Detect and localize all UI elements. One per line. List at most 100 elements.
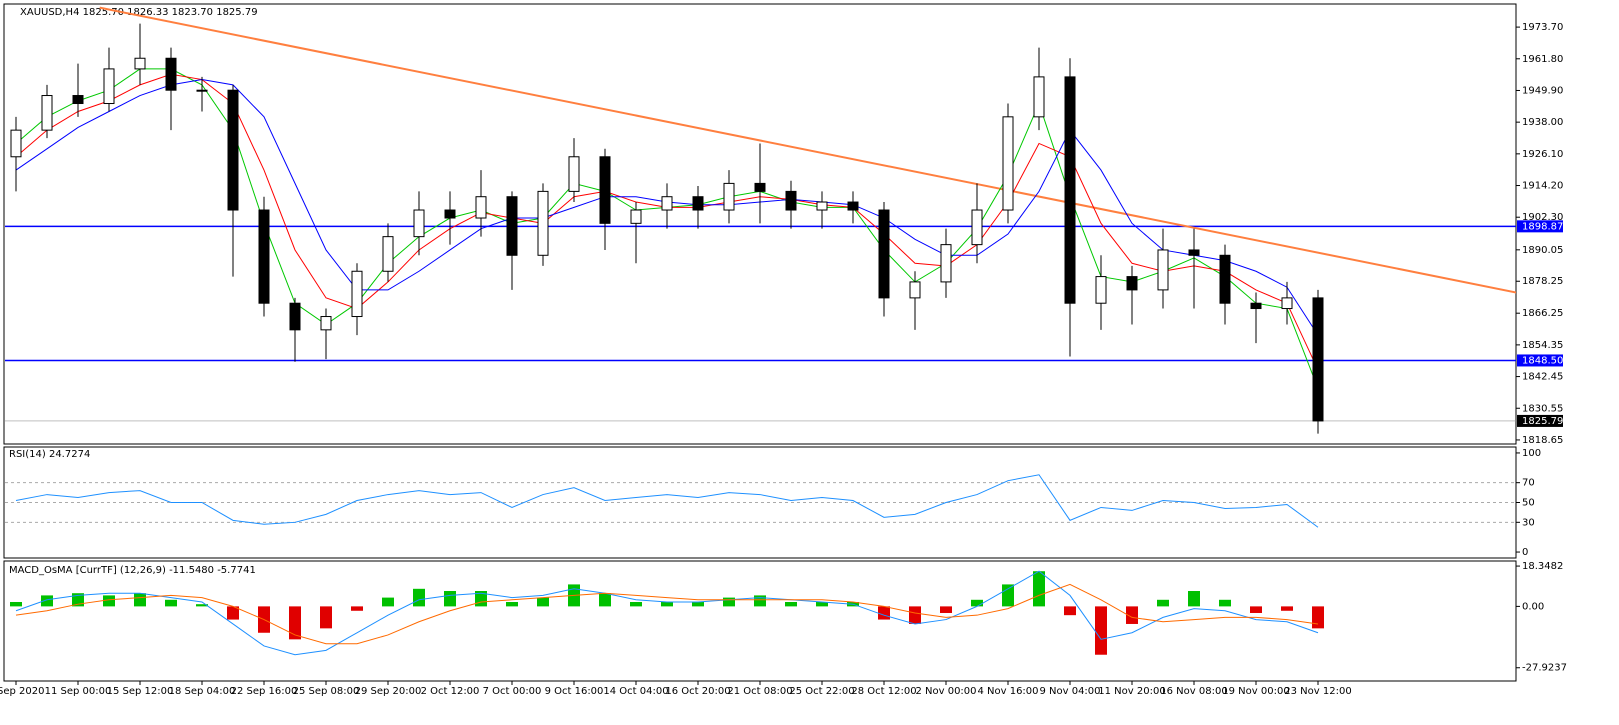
candle-body <box>258 209 270 304</box>
histogram-bar <box>692 601 704 607</box>
x-tick-label: 19 Nov 00:00 <box>1222 686 1289 697</box>
level-tag <box>1517 354 1563 367</box>
x-tick-label: 25 Sep 08:00 <box>293 686 360 697</box>
histogram-bar <box>1033 571 1045 607</box>
histogram-bar <box>227 606 239 620</box>
last-price-label: 1825.79 <box>1522 416 1563 427</box>
histogram-bar <box>1064 606 1076 616</box>
histogram-bar <box>723 597 735 607</box>
histogram-bar <box>785 601 797 607</box>
candle-body <box>382 236 394 272</box>
candle-body <box>1157 249 1169 291</box>
histogram-bar <box>1281 606 1293 611</box>
x-tick-label: 16 Nov 08:00 <box>1160 686 1227 697</box>
candle-body <box>940 244 952 283</box>
y-tick-label: -27.9237 <box>1522 663 1567 674</box>
histogram-bar <box>10 601 22 607</box>
candle-body <box>785 190 797 211</box>
rsi-title: RSI(14) 24.7274 <box>9 449 90 460</box>
x-tick-label: 9 Oct 16:00 <box>545 686 604 697</box>
macd-pane <box>3 560 1517 682</box>
candle-body <box>537 190 549 256</box>
histogram-bar <box>1219 599 1231 607</box>
x-tick-label: 2 Oct 12:00 <box>421 686 480 697</box>
histogram-bar <box>537 597 549 607</box>
histogram-bar <box>909 606 921 624</box>
histogram-bar <box>1157 599 1169 607</box>
x-tick-label: 4 Nov 16:00 <box>977 686 1038 697</box>
candle-body <box>1126 276 1138 291</box>
histogram-bar <box>351 606 363 611</box>
x-tick-label: 16 Oct 20:00 <box>665 686 730 697</box>
plot-area <box>5 6 1516 434</box>
histogram-bar <box>754 595 766 607</box>
y-tick-label: 1914.20 <box>1522 181 1563 192</box>
rsi-line <box>15 474 1319 528</box>
candle-body <box>444 209 456 219</box>
candle-body <box>289 302 301 331</box>
x-tick-label: 21 Oct 08:00 <box>727 686 792 697</box>
chart-title: XAUUSD,H4 1825.70 1826.33 1823.70 1825.7… <box>20 7 258 18</box>
candle-body <box>909 281 921 299</box>
candle-body <box>134 57 146 70</box>
y-tick-label: 1938.00 <box>1522 117 1563 128</box>
histogram-bar <box>940 606 952 613</box>
histogram-bar <box>196 604 208 607</box>
y-tick-label: 1866.25 <box>1522 308 1563 319</box>
trendline <box>99 6 1516 294</box>
level-label: 1898.87 <box>1522 221 1563 232</box>
last-price-tag <box>1517 414 1563 427</box>
histogram-bar <box>1250 606 1262 613</box>
histogram-bar <box>134 593 146 607</box>
histogram-bar <box>444 591 456 607</box>
y-tick-label: 1949.90 <box>1522 85 1563 96</box>
y-tick-label: 1926.10 <box>1522 149 1563 160</box>
y-tick-label: 0.00 <box>1522 601 1544 612</box>
x-tick-label: 25 Oct 22:00 <box>789 686 854 697</box>
y-tick-label: 1902.30 <box>1522 212 1563 223</box>
x-tick-label: 11 Sep 00:00 <box>45 686 112 697</box>
histogram-bar <box>1188 591 1200 607</box>
histogram-bar <box>289 606 301 640</box>
candle-body <box>103 68 115 105</box>
candle-body <box>165 57 177 91</box>
candle-body <box>723 182 735 211</box>
histogram-bar <box>1312 606 1324 629</box>
histogram-bar <box>165 599 177 607</box>
x-tick-label: 9 Nov 04:00 <box>1039 686 1100 697</box>
candle-body <box>1219 254 1231 304</box>
candle-body <box>599 156 611 224</box>
candle-body <box>568 156 580 192</box>
histogram-bar <box>320 606 332 629</box>
y-tick-label: 1854.35 <box>1522 340 1563 351</box>
candle-body <box>351 270 363 318</box>
candle-body <box>1033 76 1045 118</box>
candle-body <box>661 196 673 211</box>
candle-body <box>630 209 642 224</box>
candle-body <box>10 129 22 158</box>
x-tick-label: 28 Oct 12:00 <box>851 686 916 697</box>
y-tick-label: 1818.65 <box>1522 435 1563 446</box>
candle-body <box>506 196 518 256</box>
macd-line <box>15 583 1319 645</box>
histogram-bar <box>103 595 115 607</box>
candle-body <box>1095 276 1107 304</box>
y-tick-label: 1973.70 <box>1522 22 1563 33</box>
main-pane <box>3 3 1517 445</box>
histogram-bar <box>1002 584 1014 607</box>
y-tick-label: 30 <box>1522 517 1535 528</box>
level-label: 1848.50 <box>1522 355 1563 366</box>
candle-body <box>971 209 983 246</box>
candle-body <box>1002 116 1014 211</box>
candle-body <box>413 209 425 238</box>
x-tick-label: 14 Oct 04:00 <box>603 686 668 697</box>
histogram-bar <box>599 593 611 607</box>
histogram-bar <box>1126 606 1138 624</box>
candle-body <box>1312 297 1324 422</box>
candle-body <box>320 316 332 331</box>
x-tick-label: 15 Sep 12:00 <box>107 686 174 697</box>
level-tag <box>1517 220 1563 233</box>
histogram-bar <box>971 599 983 607</box>
candle-body <box>227 89 239 211</box>
